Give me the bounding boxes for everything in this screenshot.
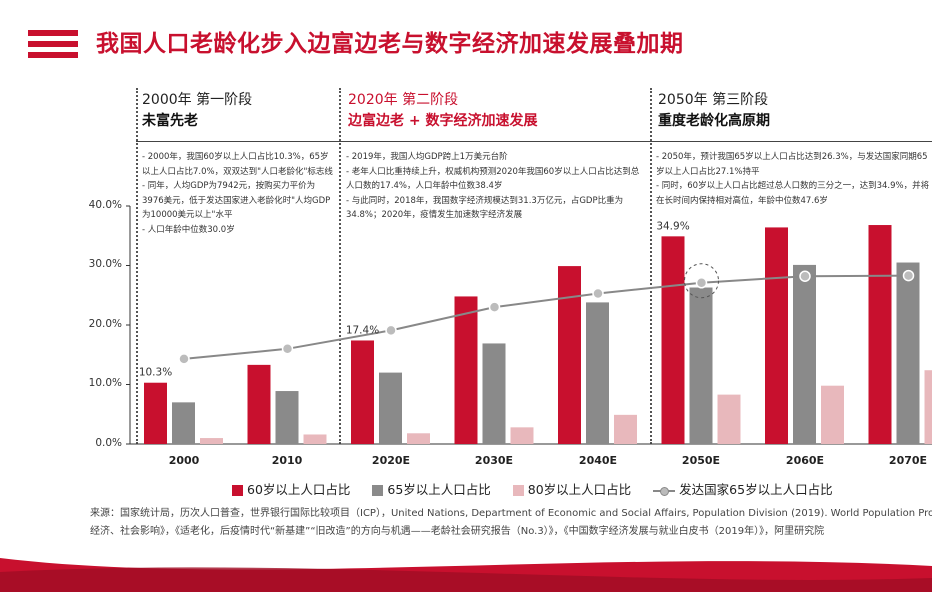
x-tick: 2000 [168, 454, 200, 467]
x-tick: 2020E [371, 454, 411, 467]
note-item: - 2000年，我国60岁以上人口占比10.3%，65岁以上人口占比7.0%，双… [142, 152, 333, 177]
stage-1-year: 2000年 第一阶段 [142, 92, 253, 108]
bar-65plus [896, 262, 920, 444]
bar-80plus [303, 434, 327, 444]
legend-line-swatch [653, 485, 676, 496]
source-line: 来源：国家统计局，历次人口普查，世界银行国际比较项目（ICP），United N… [90, 508, 932, 519]
legend-swatch [232, 485, 243, 496]
line-point [281, 343, 294, 355]
x-tick: 2050E [681, 454, 721, 467]
stage-1-header: 2000年 第一阶段 未富先老 [142, 90, 252, 132]
line-point [178, 353, 190, 365]
bar-65plus [586, 302, 609, 444]
data-label: 34.9% [656, 220, 689, 232]
legend-label: 60岁以上人口占比 [247, 482, 351, 497]
y-tick: 10.0% [88, 377, 122, 389]
stage-3-year: 2050年 第三阶段 [658, 92, 769, 108]
line-point [592, 287, 604, 300]
line-point [385, 324, 397, 337]
legend-item: 发达国家65岁以上人口占比 [653, 479, 833, 498]
bar-80plus [821, 385, 844, 444]
bar-65plus [482, 343, 506, 444]
decorative-band [0, 558, 932, 592]
bar-60plus [144, 382, 167, 444]
bar-80plus [717, 394, 741, 444]
source-line: 经济、社会影响》，《适老化，后疫情时代“新基建”“旧改造”的方向与机遇——老龄社… [90, 526, 825, 537]
y-tick: 30.0% [88, 258, 122, 270]
highlight-circle [684, 263, 719, 299]
stage-divider [136, 88, 138, 444]
bar-80plus [200, 438, 223, 444]
bar-60plus [454, 296, 478, 444]
note-item: - 同时，60岁以上人口占比超过总人口数的三分之一，达到34.9%，并将在长时间… [656, 181, 930, 206]
bar-80plus [614, 414, 637, 444]
legend-label: 发达国家65岁以上人口占比 [679, 482, 833, 497]
x-tick: 2040E [578, 454, 618, 467]
bar-80plus [407, 433, 430, 444]
bar-60plus [351, 340, 374, 444]
stage-2-notes: - 2019年，我国人均GDP跨上1万美元台阶 - 老年人口比重持续上升，权威机… [346, 150, 644, 234]
note-item: - 2019年，我国人均GDP跨上1万美元台阶 [346, 152, 508, 162]
stage-2-header: 2020年 第二阶段 边富边老 + 数字经济加速发展 [348, 90, 537, 132]
bar-65plus [172, 402, 195, 444]
x-tick: 2060E [785, 454, 825, 467]
stage-2-year: 2020年 第二阶段 [348, 92, 459, 108]
x-tick: 2030E [474, 454, 514, 467]
y-tick: 20.0% [88, 318, 122, 330]
legend-item: 80岁以上人口占比 [512, 479, 632, 498]
bar-65plus [689, 287, 713, 444]
stage-1-title: 未富先老 [142, 113, 198, 129]
bar-60plus [558, 266, 581, 444]
stage-2-title: 边富边老 + 数字经济加速发展 [348, 113, 538, 129]
note-item: - 老年人口比重持续上升，权威机构预测2020年我国60岁以上人口占比达到总人口… [346, 166, 640, 192]
bar-80plus [510, 427, 534, 444]
line-developed-65plus [183, 274, 909, 360]
legend-label: 80岁以上人口占比 [527, 482, 632, 497]
x-tick: 2070E [888, 454, 928, 467]
note-item: - 与此同时，2018年，我国数字经济规模达到31.3万亿元，占GDP比重为34… [346, 195, 624, 221]
stage-divider [650, 88, 652, 444]
line-point [799, 270, 811, 282]
stage-3-notes: - 2050年，预计我国65岁以上人口占比达到26.3%，与发达国家同期65岁以… [656, 150, 932, 212]
legend-item: 60岁以上人口占比 [232, 479, 350, 498]
legend-swatch [512, 485, 524, 496]
legend-item: 65岁以上人口占比 [372, 479, 491, 498]
stage-3-title: 重度老龄化高原期 [658, 113, 770, 129]
stage-header-rule [136, 141, 932, 142]
bar-60plus [868, 225, 892, 444]
bar-65plus [793, 264, 816, 444]
data-label: 10.3% [139, 367, 172, 379]
bar-65plus [379, 372, 402, 444]
line-point [695, 277, 708, 289]
note-item: - 人口年龄中位数30.0岁 [142, 224, 235, 235]
y-tick: 0.0% [95, 437, 122, 449]
bar-60plus [247, 364, 271, 444]
page-title: 我国人口老龄化步入边富边老与数字经济加速发展叠加期 [96, 31, 684, 57]
legend-swatch [372, 485, 384, 496]
legend-label: 65岁以上人口占比 [387, 482, 491, 497]
line-point [902, 269, 915, 282]
bar-60plus [765, 227, 788, 444]
x-tick: 2010 [271, 454, 303, 467]
menu-icon [28, 30, 78, 60]
chart-canvas: 10.3% 17.4% 34.9% [126, 205, 932, 445]
source-note: 来源：国家统计局，历次人口普查，世界银行国际比较项目（ICP），United N… [90, 505, 932, 541]
note-item: - 2050年，预计我国65岁以上人口占比达到26.3%，与发达国家同期65岁以… [656, 152, 928, 177]
bar-65plus [275, 391, 299, 444]
bar-60plus [661, 236, 685, 444]
line-point [488, 301, 501, 313]
y-tick: 40.0% [88, 199, 122, 211]
stage-divider [339, 88, 341, 444]
stage-3-header: 2050年 第三阶段 重度老龄化高原期 [658, 90, 770, 132]
chart-legend: 60岁以上人口占比 65岁以上人口占比 80岁以上人口占比 发达国家65岁以上人… [232, 479, 851, 498]
note-item: - 同年，人均GDP为7942元，按购买力平价为3976美元，低于发达国家进入老… [142, 181, 331, 220]
data-label: 17.4% [346, 324, 379, 336]
stage-1-notes: - 2000年，我国60岁以上人口占比10.3%，65岁以上人口占比7.0%，双… [142, 150, 334, 260]
bar-80plus [924, 370, 932, 444]
